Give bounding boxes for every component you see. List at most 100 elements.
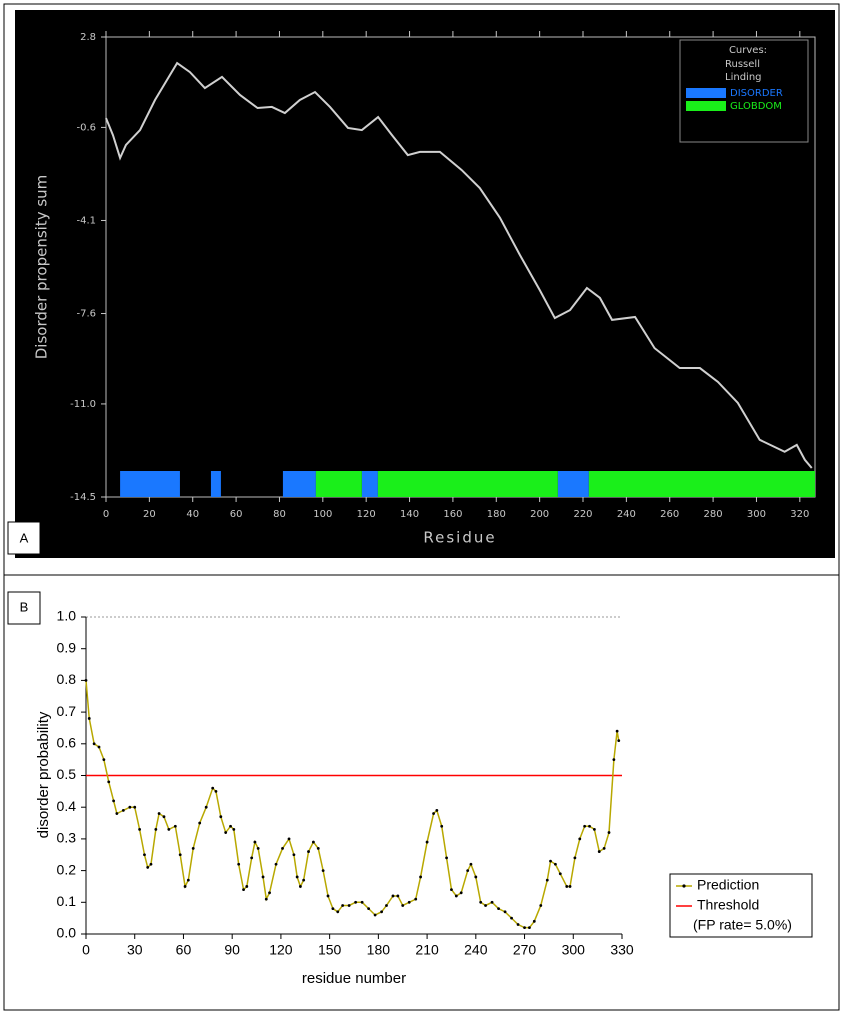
- data-point: [211, 786, 215, 790]
- data-point: [373, 913, 377, 917]
- y-tick-label: 0.3: [57, 830, 77, 846]
- x-tick-label: 120: [269, 942, 293, 958]
- data-point: [219, 815, 223, 819]
- region: [315, 471, 362, 497]
- x-axis-title: residue number: [302, 970, 406, 987]
- x-tick-label: 60: [176, 942, 192, 958]
- region: [588, 471, 815, 497]
- y-tick-label: 0.8: [57, 671, 77, 687]
- y-axis-title: Disorder propensity sum: [33, 175, 51, 360]
- data-point: [385, 904, 388, 907]
- data-point: [128, 805, 132, 809]
- legend-entry: Linding: [725, 72, 762, 83]
- data-point: [516, 923, 520, 926]
- x-tick-label: 150: [318, 942, 342, 958]
- data-point: [162, 815, 166, 819]
- data-point: [510, 916, 513, 920]
- data-point: [490, 900, 494, 904]
- data-point: [186, 878, 190, 882]
- data-point: [133, 805, 137, 809]
- data-point: [612, 758, 616, 762]
- data-point: [407, 900, 411, 904]
- data-point: [321, 869, 325, 872]
- data-point: [615, 729, 619, 733]
- panel-label-box: [7, 591, 41, 625]
- data-point: [331, 907, 335, 911]
- data-point: [545, 878, 549, 882]
- data-point: [224, 831, 228, 834]
- data-point: [583, 824, 587, 828]
- x-tick-label: 120: [357, 509, 376, 520]
- y-tick-label: 0.4: [57, 798, 77, 814]
- data-point: [307, 850, 310, 853]
- data-point: [450, 888, 453, 892]
- data-point: [523, 926, 526, 930]
- panel-label: A: [20, 530, 29, 545]
- data-point: [347, 904, 351, 907]
- data-point: [380, 910, 384, 914]
- region: [120, 471, 180, 497]
- data-point: [178, 853, 182, 857]
- x-tick-label: 270: [513, 942, 537, 958]
- data-point: [245, 885, 249, 888]
- data-point: [107, 780, 111, 784]
- data-point: [474, 875, 478, 879]
- y-tick-label: 0.0: [57, 925, 77, 941]
- data-point: [454, 894, 458, 898]
- legend-swatch: [686, 88, 726, 98]
- data-point: [503, 910, 507, 914]
- data-point: [578, 837, 582, 841]
- x-tick-label: 0: [103, 509, 109, 520]
- legend-title: Curves:: [729, 45, 767, 56]
- x-tick-label: 60: [230, 509, 243, 520]
- data-point: [264, 897, 268, 901]
- data-point: [299, 885, 302, 888]
- data-point: [539, 904, 543, 907]
- data-point: [302, 878, 306, 882]
- data-point: [149, 862, 153, 866]
- data-point: [229, 824, 232, 828]
- data-point: [602, 847, 606, 850]
- y-tick-label: 0.5: [57, 766, 77, 782]
- data-point: [143, 853, 146, 857]
- data-point: [311, 840, 315, 844]
- y-tick-label: 0.2: [57, 861, 77, 877]
- data-point: [281, 847, 284, 850]
- region: [377, 471, 558, 497]
- data-point: [97, 745, 101, 749]
- data-line: [85, 680, 620, 929]
- y-tick-label: 1.0: [57, 608, 77, 624]
- y-tick-label: -7.6: [76, 309, 96, 320]
- data-point: [484, 904, 487, 907]
- x-tick-label: 180: [487, 509, 506, 520]
- x-tick-label: 320: [790, 509, 809, 520]
- data-point: [214, 789, 218, 793]
- data-point: [391, 894, 395, 898]
- y-axis-title: disorder probability: [35, 711, 52, 838]
- data-point: [146, 866, 150, 869]
- region: [210, 471, 221, 497]
- x-tick-label: 260: [660, 509, 679, 520]
- data-point: [84, 679, 88, 682]
- data-point: [414, 897, 418, 901]
- legend-swatch: [686, 101, 726, 111]
- data-point: [115, 812, 119, 815]
- data-point: [232, 827, 236, 831]
- y-tick-label: -0.6: [76, 122, 96, 133]
- data-point: [396, 894, 400, 898]
- data-point: [549, 859, 552, 863]
- data-point: [479, 900, 483, 904]
- data-point: [295, 875, 299, 879]
- data-point: [336, 910, 340, 914]
- x-tick-label: 40: [186, 509, 199, 520]
- data-point: [138, 827, 142, 831]
- x-axis-title: Residue: [423, 529, 496, 547]
- y-tick-label: -14.5: [70, 492, 96, 503]
- data-point: [435, 808, 439, 812]
- data-point: [92, 742, 96, 746]
- x-tick-label: 20: [143, 509, 156, 520]
- y-tick-label: -4.1: [76, 215, 96, 226]
- data-point: [554, 862, 557, 866]
- data-point: [183, 885, 187, 888]
